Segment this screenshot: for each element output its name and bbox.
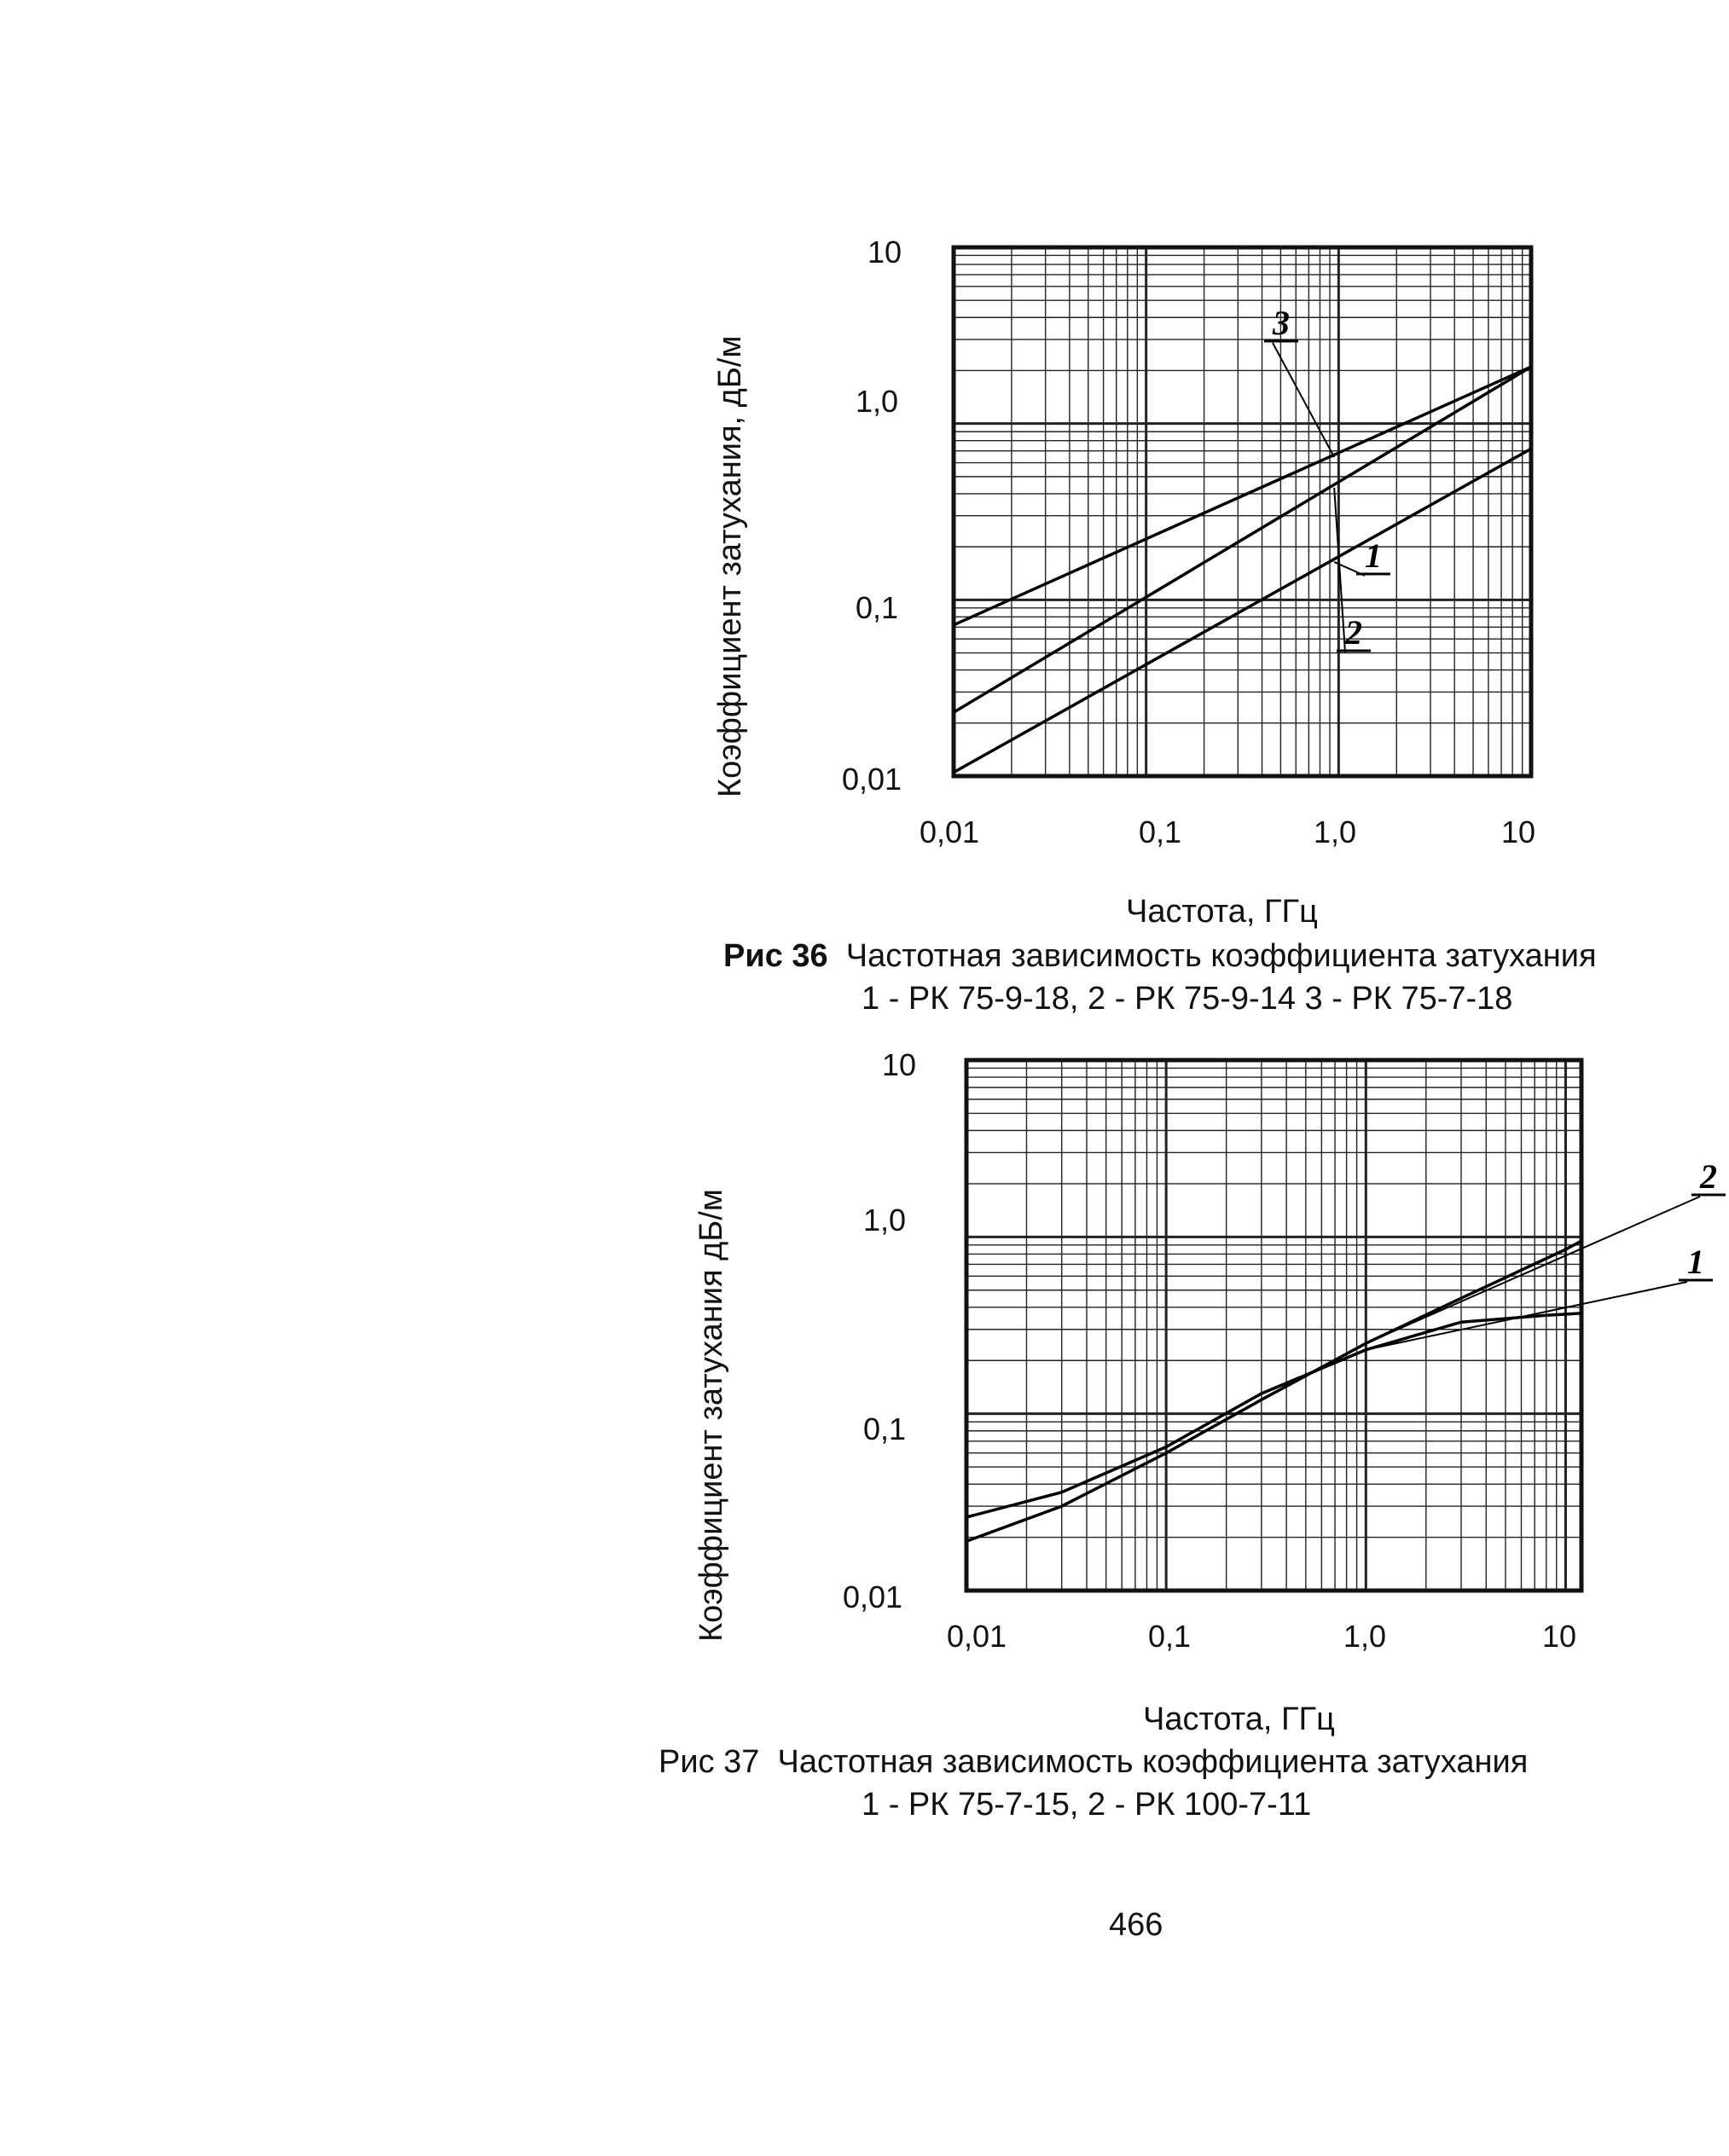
series-line-1: [953, 447, 1532, 774]
annotation-label-1: 1: [1687, 1243, 1704, 1281]
chart2-x-axis-label: Частота, ГГц: [1143, 1701, 1335, 1737]
chart2-x-tick-1: 1,0: [1343, 1619, 1387, 1654]
chart1-caption-legend: 1 - РК 75-9-18, 2 - РК 75-9-14 3 - РК 75…: [862, 981, 1513, 1017]
annotation-label-2: 2: [1344, 613, 1362, 652]
chart1-y-tick-10: 10: [867, 235, 902, 270]
chart1-y-tick-0-01: 0,01: [842, 762, 902, 797]
plot-frame: [964, 1058, 1584, 1593]
chart2-caption-legend: 1 - РК 75-7-15, 2 - РК 100-7-11: [862, 1787, 1312, 1823]
chart1-x-tick-1: 1,0: [1314, 814, 1357, 849]
series-line-2: [966, 1239, 1582, 1543]
annotation-leader-1: [1366, 1281, 1688, 1351]
chart1-caption-title: Частотная зависимость коэффициента затух…: [845, 938, 1597, 974]
annotation-label-1: 1: [1365, 536, 1382, 575]
chart2-caption: Рис 37 Частотная зависимость коэффициент…: [659, 1744, 1528, 1781]
chart2-y-tick-10: 10: [882, 1047, 917, 1082]
chart2-x-tick-10: 10: [1542, 1619, 1577, 1654]
chart2-x-tick-0-01: 0,01: [947, 1619, 1007, 1654]
annotation-label-2: 2: [1699, 1157, 1717, 1196]
annotation-leader-3: [1272, 342, 1336, 458]
plot-frame: [951, 245, 1534, 779]
page-number: 466: [1109, 1907, 1163, 1943]
chart2-y-tick-0-1: 0,1: [863, 1411, 907, 1446]
chart2-caption-prefix: Рис 37: [659, 1744, 760, 1780]
grid: [952, 247, 1531, 778]
series-line-1: [966, 1312, 1582, 1519]
chart2-y-tick-0-01: 0,01: [843, 1579, 903, 1614]
chart1-x-tick-0-1: 0,1: [1139, 814, 1182, 849]
chart1-x-tick-10: 10: [1501, 814, 1536, 849]
chart1-x-tick-0-01: 0,01: [920, 814, 980, 849]
chart1-y-tick-1: 1,0: [856, 384, 899, 419]
chart2-y-tick-1: 1,0: [863, 1203, 907, 1237]
chart1-caption: Рис 36 Частотная зависимость коэффициент…: [723, 938, 1597, 975]
chart2-x-tick-0-1: 0,1: [1148, 1619, 1192, 1654]
chart1-caption-prefix: Рис 36: [723, 938, 828, 974]
series-line-2: [953, 365, 1532, 714]
chart-37: 21: [964, 1058, 1726, 1593]
chart2-caption-title: Частотная зависимость коэффициента затух…: [777, 1744, 1529, 1780]
chart1-x-axis-label: Частота, ГГц: [1126, 894, 1318, 930]
grid: [965, 1060, 1581, 1592]
chart-36: 3 12: [951, 245, 1534, 779]
annotation-leader-2: [1365, 1196, 1701, 1345]
chart1-y-tick-0-1: 0,1: [856, 590, 899, 625]
annotation-leader-2: [1333, 487, 1346, 653]
series-line-3: [953, 365, 1532, 627]
annotation-label-3: 3: [1272, 304, 1290, 342]
